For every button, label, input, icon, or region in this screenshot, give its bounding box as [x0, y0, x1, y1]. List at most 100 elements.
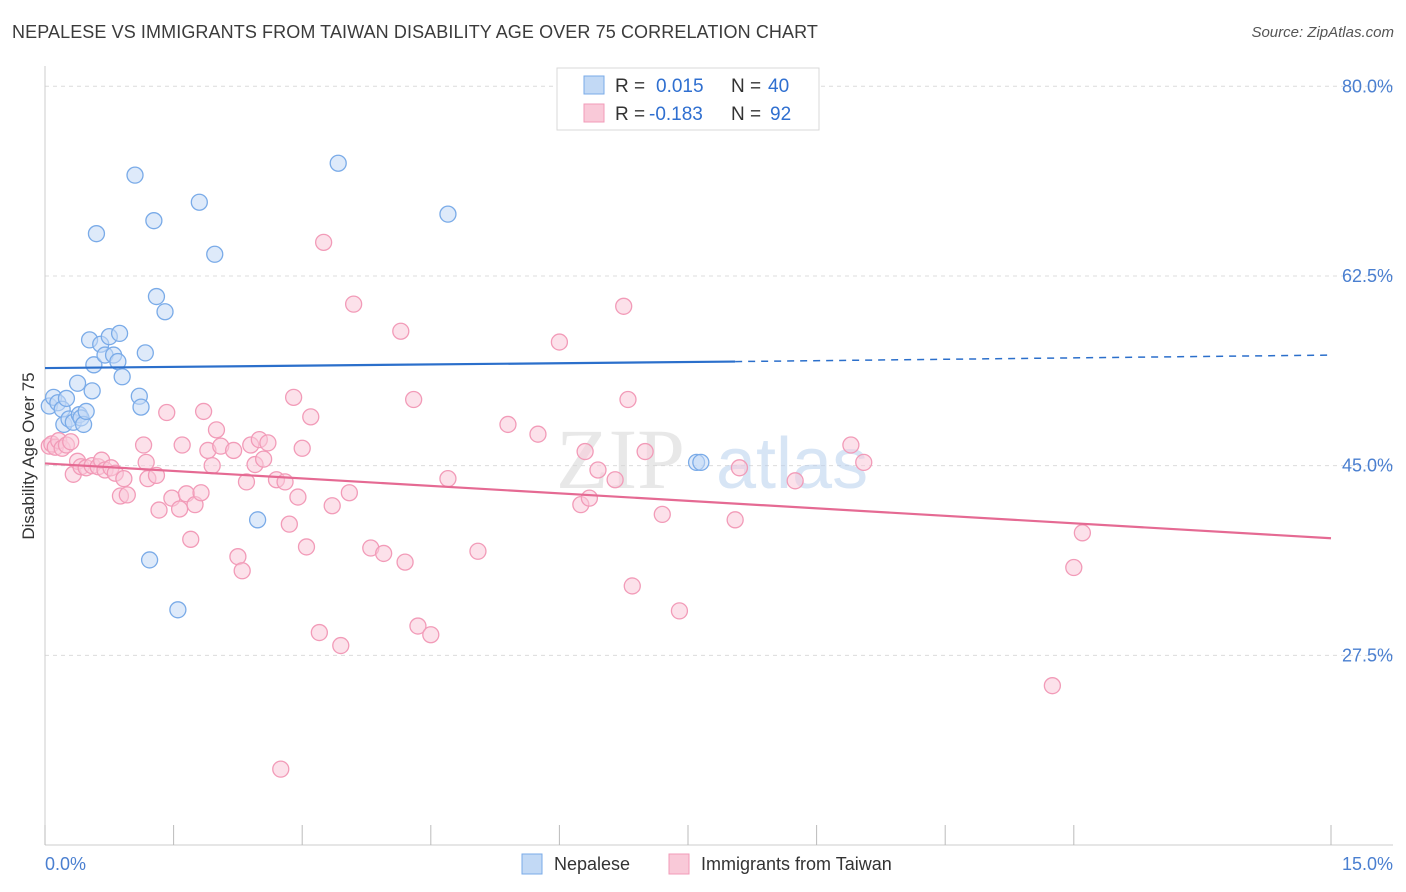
nepalese-point-8: [68, 374, 87, 392]
nepalese-point-5: [57, 389, 76, 408]
taiwan-point-46: [259, 434, 277, 452]
taiwan-point-58: [323, 497, 341, 515]
taiwan-point-57: [314, 233, 333, 251]
nepalese-point-36: [329, 154, 347, 172]
source-label: Source: ZipAtlas.com: [1251, 24, 1394, 41]
trend-lines: [44, 354, 1332, 540]
taiwan-point-80: [619, 390, 637, 409]
axes: [44, 66, 1393, 846]
taiwan-point-54: [297, 538, 316, 556]
taiwan-point-72: [529, 425, 547, 443]
taiwan-point-67: [409, 617, 427, 635]
taiwan-point-27: [170, 500, 189, 518]
taiwan-point-92: [1073, 524, 1092, 542]
y-tick-label-3: 27.5%: [1342, 645, 1393, 665]
nepalese-point-32: [169, 601, 187, 619]
y-tick-label-1: 62.5%: [1342, 266, 1393, 286]
legend-swatch-taiwan: [668, 853, 690, 875]
stats-n-value-1: 40: [768, 76, 789, 97]
taiwan-point-50: [280, 515, 298, 533]
taiwan-point-35: [203, 456, 221, 475]
stats-box: R = 0.015 N = 40 R = -0.183 N = 92: [556, 67, 820, 131]
legend: Nepalese Immigrants from Taiwan: [521, 853, 892, 875]
nepalese-point-22: [110, 324, 129, 343]
nepalese-point-24: [126, 166, 144, 184]
legend-label-nepalese: Nepalese: [554, 854, 630, 874]
taiwan-point-30: [182, 530, 200, 548]
taiwan-point-60: [340, 484, 359, 502]
nepalese-trend-line: [44, 360, 736, 370]
taiwan-point-56: [310, 623, 328, 642]
taiwan-point-66: [405, 390, 423, 409]
stats-r-label-2: R =: [615, 104, 645, 125]
nepalese-point-37: [439, 205, 457, 223]
taiwan-point-63: [374, 544, 393, 563]
nepalese-point-30: [147, 287, 166, 306]
taiwan-point-90: [1043, 677, 1062, 695]
taiwan-point-77: [589, 461, 607, 479]
taiwan-point-53: [293, 439, 311, 457]
nepalese-point-16: [87, 225, 106, 243]
taiwan-point-19: [118, 486, 136, 504]
taiwan-point-79: [615, 297, 633, 315]
stats-swatch-taiwan: [583, 103, 605, 123]
nepalese-point-28: [140, 551, 159, 569]
taiwan-point-75: [576, 442, 594, 461]
chart-title: NEPALESE VS IMMIGRANTS FROM TAIWAN DISAB…: [12, 22, 818, 42]
stats-n-value-2: 92: [770, 104, 791, 125]
taiwan-point-65: [396, 553, 414, 571]
nepalese-point-27: [136, 344, 154, 362]
taiwan-point-45: [254, 450, 273, 468]
taiwan-point-40: [233, 562, 251, 580]
nepalese-point-34: [206, 245, 224, 263]
y-tick-label-2: 45.0%: [1342, 456, 1393, 476]
taiwan-point-61: [344, 295, 363, 313]
stats-r-value-1: 0.015: [656, 76, 704, 97]
nepalese-point-12: [77, 402, 95, 421]
nepalese-point-33: [190, 193, 208, 211]
taiwan-point-33: [194, 402, 213, 421]
taiwan-point-32: [192, 484, 210, 502]
data-points: [40, 154, 1092, 778]
tick-labels: 80.0% 62.5% 45.0% 27.5% 0.0% 15.0%: [45, 76, 1393, 874]
taiwan-point-18: [115, 469, 133, 488]
legend-swatch-nepalese: [521, 853, 543, 875]
taiwan-point-52: [289, 488, 307, 506]
taiwan-point-86: [730, 459, 749, 477]
taiwan-point-25: [158, 403, 176, 422]
taiwan-point-68: [422, 626, 440, 644]
taiwan-point-69: [439, 469, 457, 488]
taiwan-point-24: [150, 501, 168, 519]
watermark: ZIP atlas: [556, 411, 868, 507]
nepalese-trend-extension: [735, 354, 1332, 363]
legend-label-taiwan: Immigrants from Taiwan: [701, 854, 892, 874]
stats-r-label-1: R =: [615, 76, 645, 97]
stats-swatch-nepalese: [583, 75, 605, 95]
nepalese-point-31: [156, 303, 174, 321]
x-tick-label-0: 0.0%: [45, 854, 86, 874]
nepalese-point-15: [85, 356, 103, 374]
taiwan-point-87: [786, 472, 804, 490]
taiwan-point-48: [272, 760, 290, 778]
taiwan-point-81: [623, 577, 641, 595]
y-axis-title: Disability Age Over 75: [19, 372, 38, 539]
taiwan-point-85: [726, 511, 744, 529]
taiwan-point-78: [606, 471, 624, 489]
taiwan-point-20: [134, 436, 153, 454]
nepalese-point-26: [132, 398, 150, 416]
taiwan-point-89: [855, 453, 873, 472]
stats-n-label-1: N =: [731, 76, 761, 97]
taiwan-point-84: [670, 602, 689, 620]
nepalese-point-35: [248, 511, 267, 529]
taiwan-point-73: [550, 333, 569, 351]
taiwan-point-41: [237, 473, 256, 491]
taiwan-point-51: [284, 388, 303, 406]
stats-n-label-2: N =: [731, 104, 761, 125]
taiwan-point-55: [302, 408, 320, 426]
x-tick-label-1: 15.0%: [1342, 854, 1393, 874]
stats-r-value-2: -0.183: [649, 104, 703, 125]
taiwan-point-76: [580, 489, 599, 507]
nepalese-point-39: [692, 453, 710, 472]
taiwan-trend-line: [44, 462, 1332, 540]
